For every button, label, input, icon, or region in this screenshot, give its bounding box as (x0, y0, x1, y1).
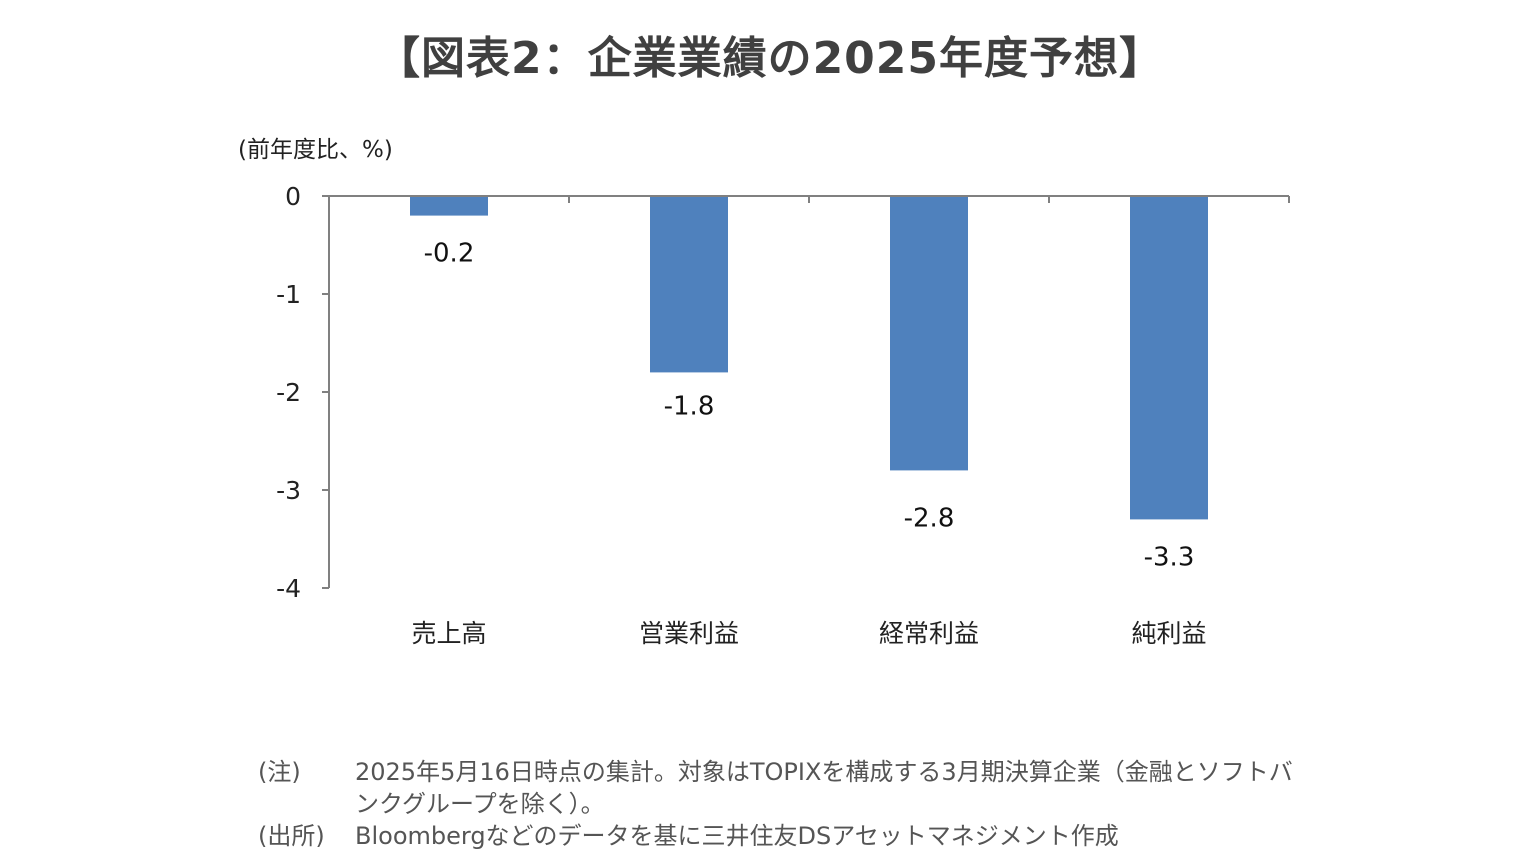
category-label: 売上高 (411, 619, 486, 648)
bar (1130, 196, 1208, 520)
note-row: (注) 2025年5月16日時点の集計。対象はTOPIXを構成する3月期決算企業… (258, 756, 1305, 820)
y-tick-label: 0 (285, 182, 301, 211)
data-label: -1.8 (664, 391, 715, 421)
data-label: -0.2 (424, 239, 475, 269)
note-text: 2025年5月16日時点の集計。対象はTOPIXを構成する3月期決算企業（金融と… (355, 758, 1293, 818)
category-label: 経常利益 (879, 619, 979, 648)
y-tick-label: -1 (276, 280, 301, 309)
source-row: (出所) Bloombergなどのデータを基に三井住友DSアセットマネジメント作… (258, 820, 1305, 852)
bar (890, 196, 968, 471)
y-tick-label: -4 (276, 574, 301, 603)
category-label: 純利益 (1131, 619, 1206, 648)
data-label: -2.8 (904, 503, 955, 533)
chart-title: 【図表2：企業業績の2025年度予想】 (375, 33, 1165, 84)
note-label: (注) (258, 758, 301, 786)
footnotes: (注) 2025年5月16日時点の集計。対象はTOPIXを構成する3月期決算企業… (258, 756, 1305, 852)
bar (410, 196, 488, 216)
y-tick-label: -2 (276, 378, 301, 407)
y-axis-unit-label: (前年度比、%) (238, 137, 393, 163)
source-label: (出所) (258, 822, 325, 850)
data-label: -3.3 (1144, 542, 1195, 572)
category-label: 営業利益 (639, 619, 739, 648)
source-text: Bloombergなどのデータを基に三井住友DSアセットマネジメント作成 (355, 822, 1119, 850)
bar (650, 196, 728, 373)
y-tick-label: -3 (276, 476, 301, 505)
